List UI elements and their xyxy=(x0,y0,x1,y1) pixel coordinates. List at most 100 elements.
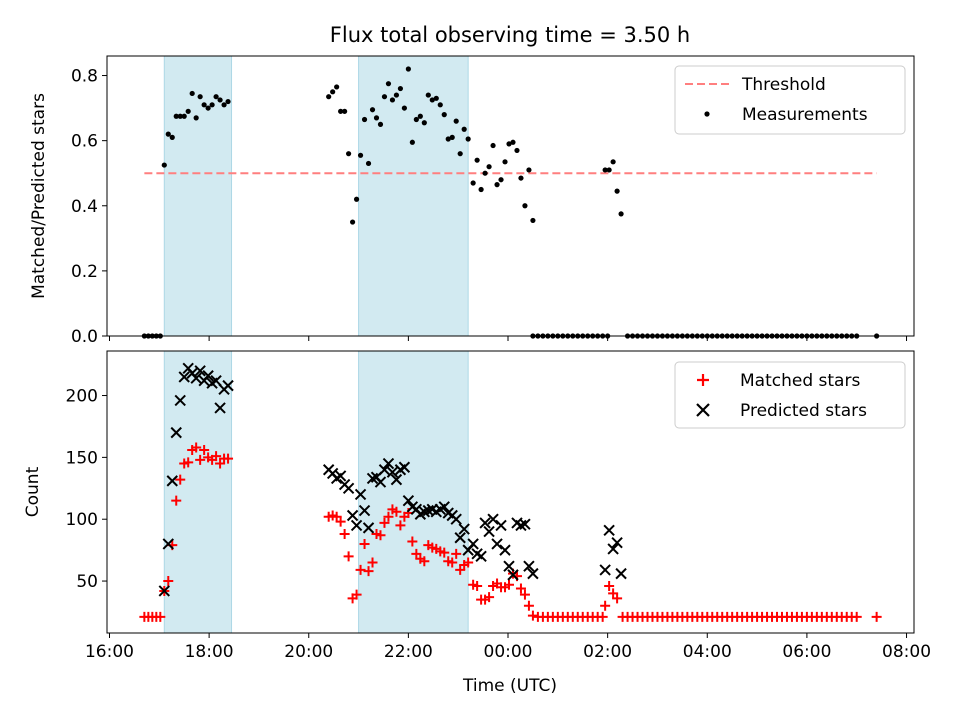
measurement-point xyxy=(437,102,443,108)
predicted-point xyxy=(418,506,431,518)
measurement-point xyxy=(393,92,400,98)
measurement-point xyxy=(490,142,496,149)
count-axes: 16:00 18:00 20:00 22:00 00:00 02:00 04:00 06:00… xyxy=(66,387,931,662)
matched-point xyxy=(515,583,526,594)
predicted-point xyxy=(607,543,619,555)
measurement-point xyxy=(606,167,612,173)
predicted-point xyxy=(174,394,186,407)
ratio-shaded-interval xyxy=(358,55,469,337)
measurement-point xyxy=(522,203,528,209)
measurement-point xyxy=(369,107,376,113)
measurement-point xyxy=(193,115,199,121)
predicted-point xyxy=(527,567,539,580)
count-x-tick-label: 16:00 xyxy=(85,642,134,662)
matched-point xyxy=(851,611,862,622)
measurement-point xyxy=(502,159,508,165)
measurement-point xyxy=(470,180,476,186)
time-x-axis-label: Time (UTC) xyxy=(462,676,557,696)
ratio-y-tick-label: 0.6 xyxy=(71,132,98,152)
count-series xyxy=(139,362,882,622)
predicted-point xyxy=(499,544,511,556)
legend-predicted-swatch xyxy=(696,403,710,417)
predicted-point xyxy=(334,470,347,482)
matched-point xyxy=(597,611,608,622)
count-legend: Matched stars Predicted stars xyxy=(674,361,906,429)
matched-point xyxy=(171,495,182,506)
legend-measurements-label: Measurements xyxy=(742,105,868,125)
predicted-point xyxy=(495,519,507,532)
matched-point xyxy=(199,444,210,455)
count-x-tick-label: 02:00 xyxy=(583,642,632,662)
matched-point xyxy=(484,592,495,603)
predicted-point xyxy=(515,519,527,532)
measurement-point xyxy=(365,160,372,167)
measurement-point xyxy=(506,141,512,147)
count-x-tick-label: 00:00 xyxy=(484,642,533,662)
shaded-intervals-top xyxy=(163,55,469,337)
predicted-point xyxy=(378,464,391,476)
matched-point xyxy=(447,557,458,568)
ratio-plot-frame xyxy=(106,55,915,337)
measurement-point xyxy=(373,115,380,121)
measurement-point xyxy=(201,102,207,108)
measurement-point xyxy=(197,94,203,100)
count-x-tick-label: 04:00 xyxy=(683,642,732,662)
measurement-point xyxy=(361,116,368,123)
measurement-point xyxy=(494,182,500,188)
measurement-point xyxy=(449,134,455,140)
matched-point xyxy=(163,576,174,587)
measurement-point xyxy=(429,97,435,103)
measurement-point xyxy=(401,105,407,111)
measurement-point xyxy=(409,139,415,145)
count-y-tick-label: 150 xyxy=(66,448,98,468)
measurement-point xyxy=(510,139,516,145)
measurement-point xyxy=(221,102,227,108)
predicted-point xyxy=(599,564,611,576)
count-shaded-interval xyxy=(163,350,233,634)
measurement-point xyxy=(225,98,231,105)
legend-threshold-label: Threshold xyxy=(741,75,826,95)
predicted-point xyxy=(354,488,367,501)
measurement-point xyxy=(173,113,179,119)
matched-point xyxy=(155,611,166,622)
measurement-point xyxy=(334,84,340,90)
measurement-point xyxy=(189,90,195,97)
measurement-point xyxy=(425,92,431,98)
measurement-point xyxy=(177,113,183,119)
figure-title: Flux total observing time = 3.50 h xyxy=(330,23,690,47)
ratio-legend: Threshold Measurements xyxy=(674,65,906,135)
matched-point xyxy=(527,610,538,621)
predicted-point xyxy=(350,519,363,532)
count-plot-frame xyxy=(106,350,915,634)
count-y-tick-label: 50 xyxy=(76,572,98,592)
measurement-point xyxy=(389,97,396,103)
predicted-point xyxy=(507,569,519,581)
matched-point xyxy=(383,511,394,522)
matched-point xyxy=(463,557,474,568)
predicted-point xyxy=(162,538,174,550)
measurement-point xyxy=(338,108,344,114)
matched-point xyxy=(407,536,418,547)
predicted-point xyxy=(214,402,226,414)
predicted-point xyxy=(519,518,531,530)
measurement-point xyxy=(514,147,520,154)
measurement-point xyxy=(465,136,471,142)
predicted-point xyxy=(366,472,379,485)
measurement-point xyxy=(614,188,620,194)
predicted-point xyxy=(491,538,503,550)
matched-point xyxy=(523,600,534,611)
predicted-point xyxy=(523,560,535,572)
ratio-y-tick-label: 0.0 xyxy=(71,327,98,347)
measurement-point xyxy=(405,66,411,72)
measurement-point xyxy=(185,108,191,114)
ratio-y-axis-label: Matched/Predicted stars xyxy=(29,93,49,299)
legend-matched-swatch xyxy=(697,374,709,386)
predicted-point xyxy=(483,525,495,538)
predicted-point xyxy=(503,560,515,572)
matched-point xyxy=(375,530,386,541)
count-x-tick-label: 18:00 xyxy=(185,642,234,662)
legend-measurements-swatch xyxy=(704,111,710,117)
ratio-shaded-interval xyxy=(163,55,233,337)
predicted-point xyxy=(458,523,470,535)
measurement-point xyxy=(381,94,388,100)
